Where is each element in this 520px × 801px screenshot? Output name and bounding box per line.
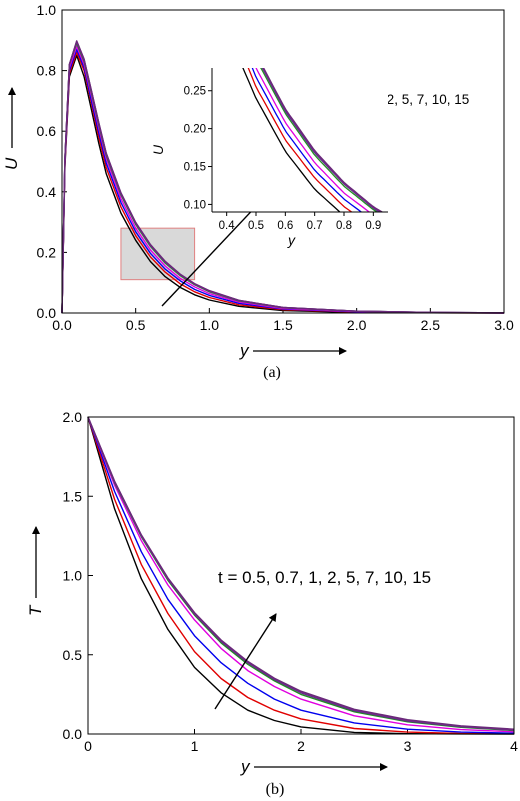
inset-x-tick-label: 0.4: [219, 220, 236, 232]
inset-series-line-t-0.5: [242, 68, 341, 212]
panel-b-y-axis-label: T: [26, 604, 45, 616]
inset-background: [212, 68, 388, 212]
inset-y-tick-label: 0.10: [184, 199, 206, 211]
series-line-t-0.7: [87, 416, 515, 735]
panel-a-y-axis-label: U: [2, 157, 21, 170]
x-tick-label: 4: [510, 738, 518, 754]
inset-x-tick-label: 0.8: [336, 220, 352, 232]
panel-b-annotation: t = 0.5, 0.7, 1, 2, 5, 7, 10, 15: [218, 568, 431, 587]
series-line-t-0.5: [61, 54, 505, 314]
y-tick-label: 0.4: [37, 184, 57, 200]
series-line-t-15: [61, 40, 505, 314]
inset-series-group: [242, 68, 384, 212]
inset-x-tick-label: 0.5: [248, 220, 264, 232]
inset-y-tick-label: 0.20: [184, 124, 206, 136]
y-tick-label: 0.5: [63, 647, 83, 663]
x-tick-label: 2: [297, 738, 305, 754]
inset-y-tick-label: 0.15: [184, 162, 206, 174]
inset-x-tick-label: 0.7: [307, 220, 323, 232]
panel-b-plot-frame: [87, 416, 515, 735]
inset-series-line-t-0.7: [247, 68, 353, 212]
inset-series-line-t-5: [260, 68, 379, 212]
x-tick-label: 1.0: [200, 317, 220, 333]
inset-y-tick-labels: 0.10 0.15 0.20 0.25: [184, 86, 206, 212]
x-tick-label: 3.0: [494, 317, 514, 333]
y-tick-label: 0.6: [37, 123, 57, 139]
panel-b-y-tick-labels: 0.0 0.5 1.0 1.5 2.0: [63, 409, 83, 742]
panel-a-x-tick-labels: 0.0 0.5 1.0 1.5 2.0 2.5 3.0: [52, 317, 514, 333]
panel-a-inset: 0.4 0.5 0.6 0.7 0.8 0.9 0.10 0.15 0.20 0.25 y U: [150, 68, 388, 248]
x-tick-label: 3: [404, 738, 412, 754]
series-line-t-2: [87, 416, 515, 733]
panel-b-x-tick-labels: 0 1 2 3 4: [84, 738, 518, 754]
y-tick-label: 1.5: [63, 488, 83, 504]
panel-a-plot-frame: [61, 9, 505, 314]
series-line-t-0.7: [61, 51, 505, 314]
series-line-t-1: [87, 416, 515, 734]
y-tick-label: 1.0: [37, 2, 57, 18]
inset-x-tick-label: 0.6: [277, 220, 293, 232]
y-tick-label: 2.0: [63, 409, 83, 425]
inset-x-tick-label: 0.9: [365, 220, 381, 232]
panel-a-series-group: [61, 40, 505, 314]
inset-series-line-t-2: [255, 68, 371, 212]
panel-a-chart: 0.0 0.5 1.0 1.5 2.0 2.5 3.0 0.0 0.2 0.4 0.6 0.8 1.0…: [2, 2, 514, 381]
inset-y-tick-label: 0.25: [184, 86, 206, 98]
y-tick-label: 0.0: [63, 726, 83, 742]
inset-series-line-t-15: [262, 68, 384, 212]
inset-x-tick-labels: 0.4 0.5 0.6 0.7 0.8 0.9: [219, 220, 382, 232]
panel-b-caption: (b): [266, 781, 285, 798]
x-tick-label: 1: [191, 738, 199, 754]
panel-a-x-axis-label: y: [239, 341, 250, 360]
panel-a-y-tick-labels: 0.0 0.2 0.4 0.6 0.8 1.0: [37, 2, 57, 321]
x-tick-label: 2.5: [421, 317, 441, 333]
inset-ticks: [208, 90, 374, 216]
y-tick-label: 0.0: [37, 305, 57, 321]
inset-y-axis-label: U: [150, 144, 166, 155]
y-tick-label: 1.0: [63, 568, 83, 584]
x-tick-label: 2.0: [347, 317, 367, 333]
inset-series-line-t-1: [251, 68, 363, 212]
x-tick-label: 0.0: [52, 317, 72, 333]
x-tick-label: 0.5: [126, 317, 146, 333]
series-line-t-15: [87, 416, 515, 730]
x-tick-label: 1.5: [273, 317, 293, 333]
x-tick-label: 0: [84, 738, 92, 754]
y-tick-label: 0.2: [37, 244, 57, 260]
inset-x-axis-label: y: [287, 232, 296, 248]
panel-b-x-axis-label: y: [240, 757, 251, 776]
panel-b-trend-arrow: [214, 613, 277, 710]
series-line-t-2: [61, 45, 505, 314]
panel-a-caption: (a): [263, 364, 281, 381]
y-tick-label: 0.8: [37, 63, 57, 79]
panel-b-chart: 0 1 2 3 4 0.0 0.5 1.0 1.5 2.0 y T t = 0.5, 0.7, …: [26, 409, 518, 798]
